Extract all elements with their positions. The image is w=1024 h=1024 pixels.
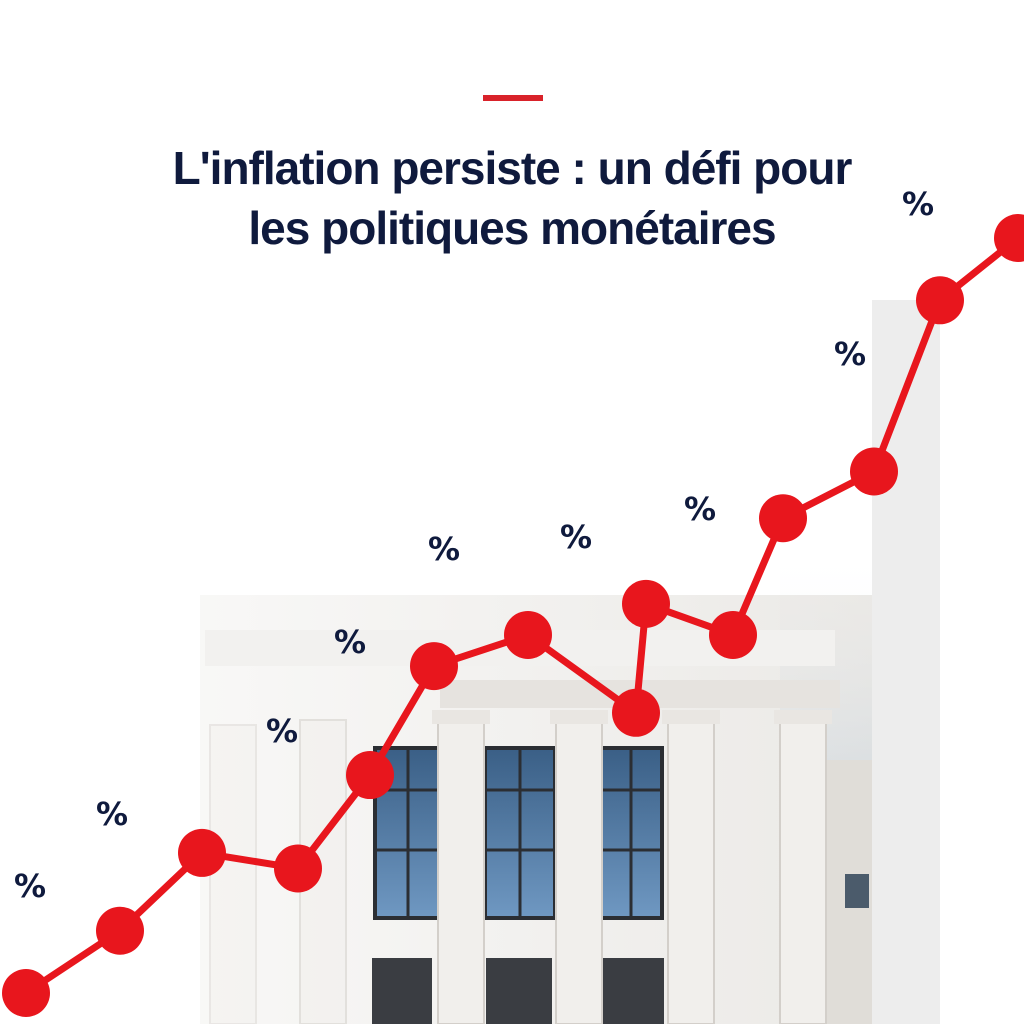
trend-line-group: [2, 214, 1024, 1017]
trend-point: [850, 447, 898, 496]
trend-point: [612, 688, 660, 737]
trend-point: [274, 844, 322, 893]
percent-symbol: %: [684, 490, 716, 528]
window-center: [483, 746, 557, 920]
trend-point: [2, 969, 50, 1017]
percent-symbol: %: [834, 335, 866, 373]
trend-point: [759, 494, 807, 543]
trend-point: [96, 906, 144, 955]
trend-point: [622, 579, 670, 628]
window-right: [598, 746, 664, 920]
trend-point: [410, 642, 458, 691]
columns: [209, 714, 827, 1024]
percent-symbols: % % % % % % % % %: [14, 185, 934, 905]
percent-symbol: %: [96, 795, 128, 833]
headline-line-1: L'inflation persiste : un défi pour: [172, 142, 853, 194]
percent-symbol: %: [266, 712, 298, 750]
percent-symbol: %: [334, 623, 366, 661]
bank-building: [200, 550, 872, 1024]
right-shade-panel: [872, 300, 940, 1024]
percent-symbol: %: [560, 518, 592, 556]
percent-symbol: %: [14, 867, 46, 905]
accent-bar: [483, 95, 543, 101]
percent-symbol: %: [428, 530, 460, 568]
trend-point: [178, 828, 226, 877]
percent-symbol: %: [902, 185, 934, 223]
headline-line-2: les politiques monétaires: [248, 202, 776, 254]
trend-point: [916, 276, 964, 325]
trend-point: [346, 751, 394, 800]
headline: L'inflation persiste : un défi pour les …: [60, 138, 964, 258]
trend-point: [504, 610, 552, 659]
trend-point: [709, 610, 757, 659]
trend-point: [994, 214, 1024, 262]
